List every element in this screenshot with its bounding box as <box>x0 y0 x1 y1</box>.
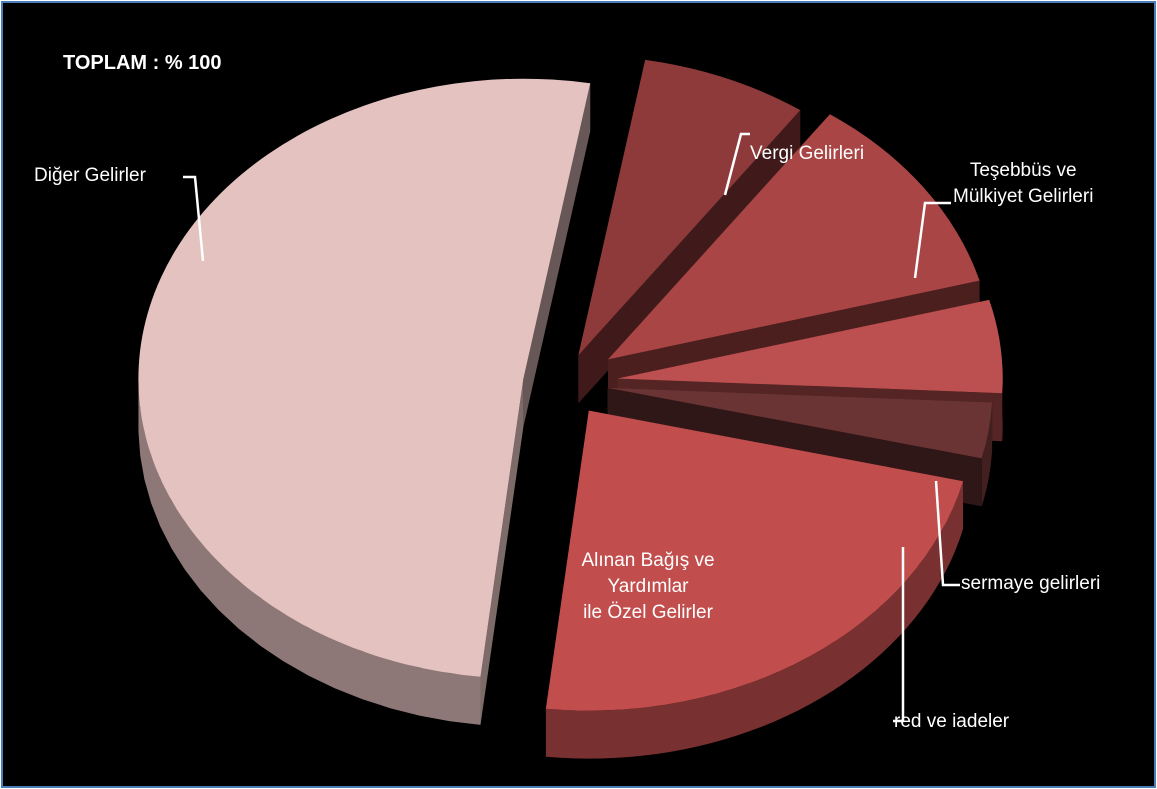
pie-slice-5 <box>138 78 591 725</box>
pie-slice-rim <box>981 402 993 507</box>
leader-line-red <box>893 547 905 723</box>
pie-slice-rim <box>545 481 964 759</box>
slice-label-vergi: Vergi Gelirleri <box>750 143 865 164</box>
slice-label-bagis: Alınan Bağış ve Yardımlar ile Özel Gelir… <box>581 550 715 623</box>
leader-line-tesebbus <box>913 201 951 279</box>
pie-slice-wall <box>480 378 524 725</box>
slice-label-red: red ve iadeler <box>894 711 1010 732</box>
slice-label-tesebbus: Teşebbüs ve Mülkiyet Gelirleri <box>953 160 1094 207</box>
pie-slice-face <box>545 410 964 711</box>
slice-label-diger: Diğer Gelirler <box>34 165 146 186</box>
leader-line-vergi <box>723 132 750 196</box>
pie-slice-face <box>607 387 993 459</box>
pie-slice-4 <box>545 410 964 759</box>
leader-line-diger <box>183 175 205 262</box>
pie-slice-face <box>608 114 980 360</box>
pie-chart <box>138 59 1003 759</box>
pie-slice-wall <box>523 83 591 427</box>
slice-label-sermaye: sermaye gelirleri <box>961 573 1101 594</box>
leader-line-sermaye <box>934 480 960 587</box>
pie-slice-face <box>617 299 1003 394</box>
pie-slice-face <box>138 78 591 677</box>
pie-slice-wall <box>578 110 801 404</box>
chart-title: TOPLAM : % 100 <box>63 52 222 74</box>
pie-slice-rim <box>138 383 481 725</box>
